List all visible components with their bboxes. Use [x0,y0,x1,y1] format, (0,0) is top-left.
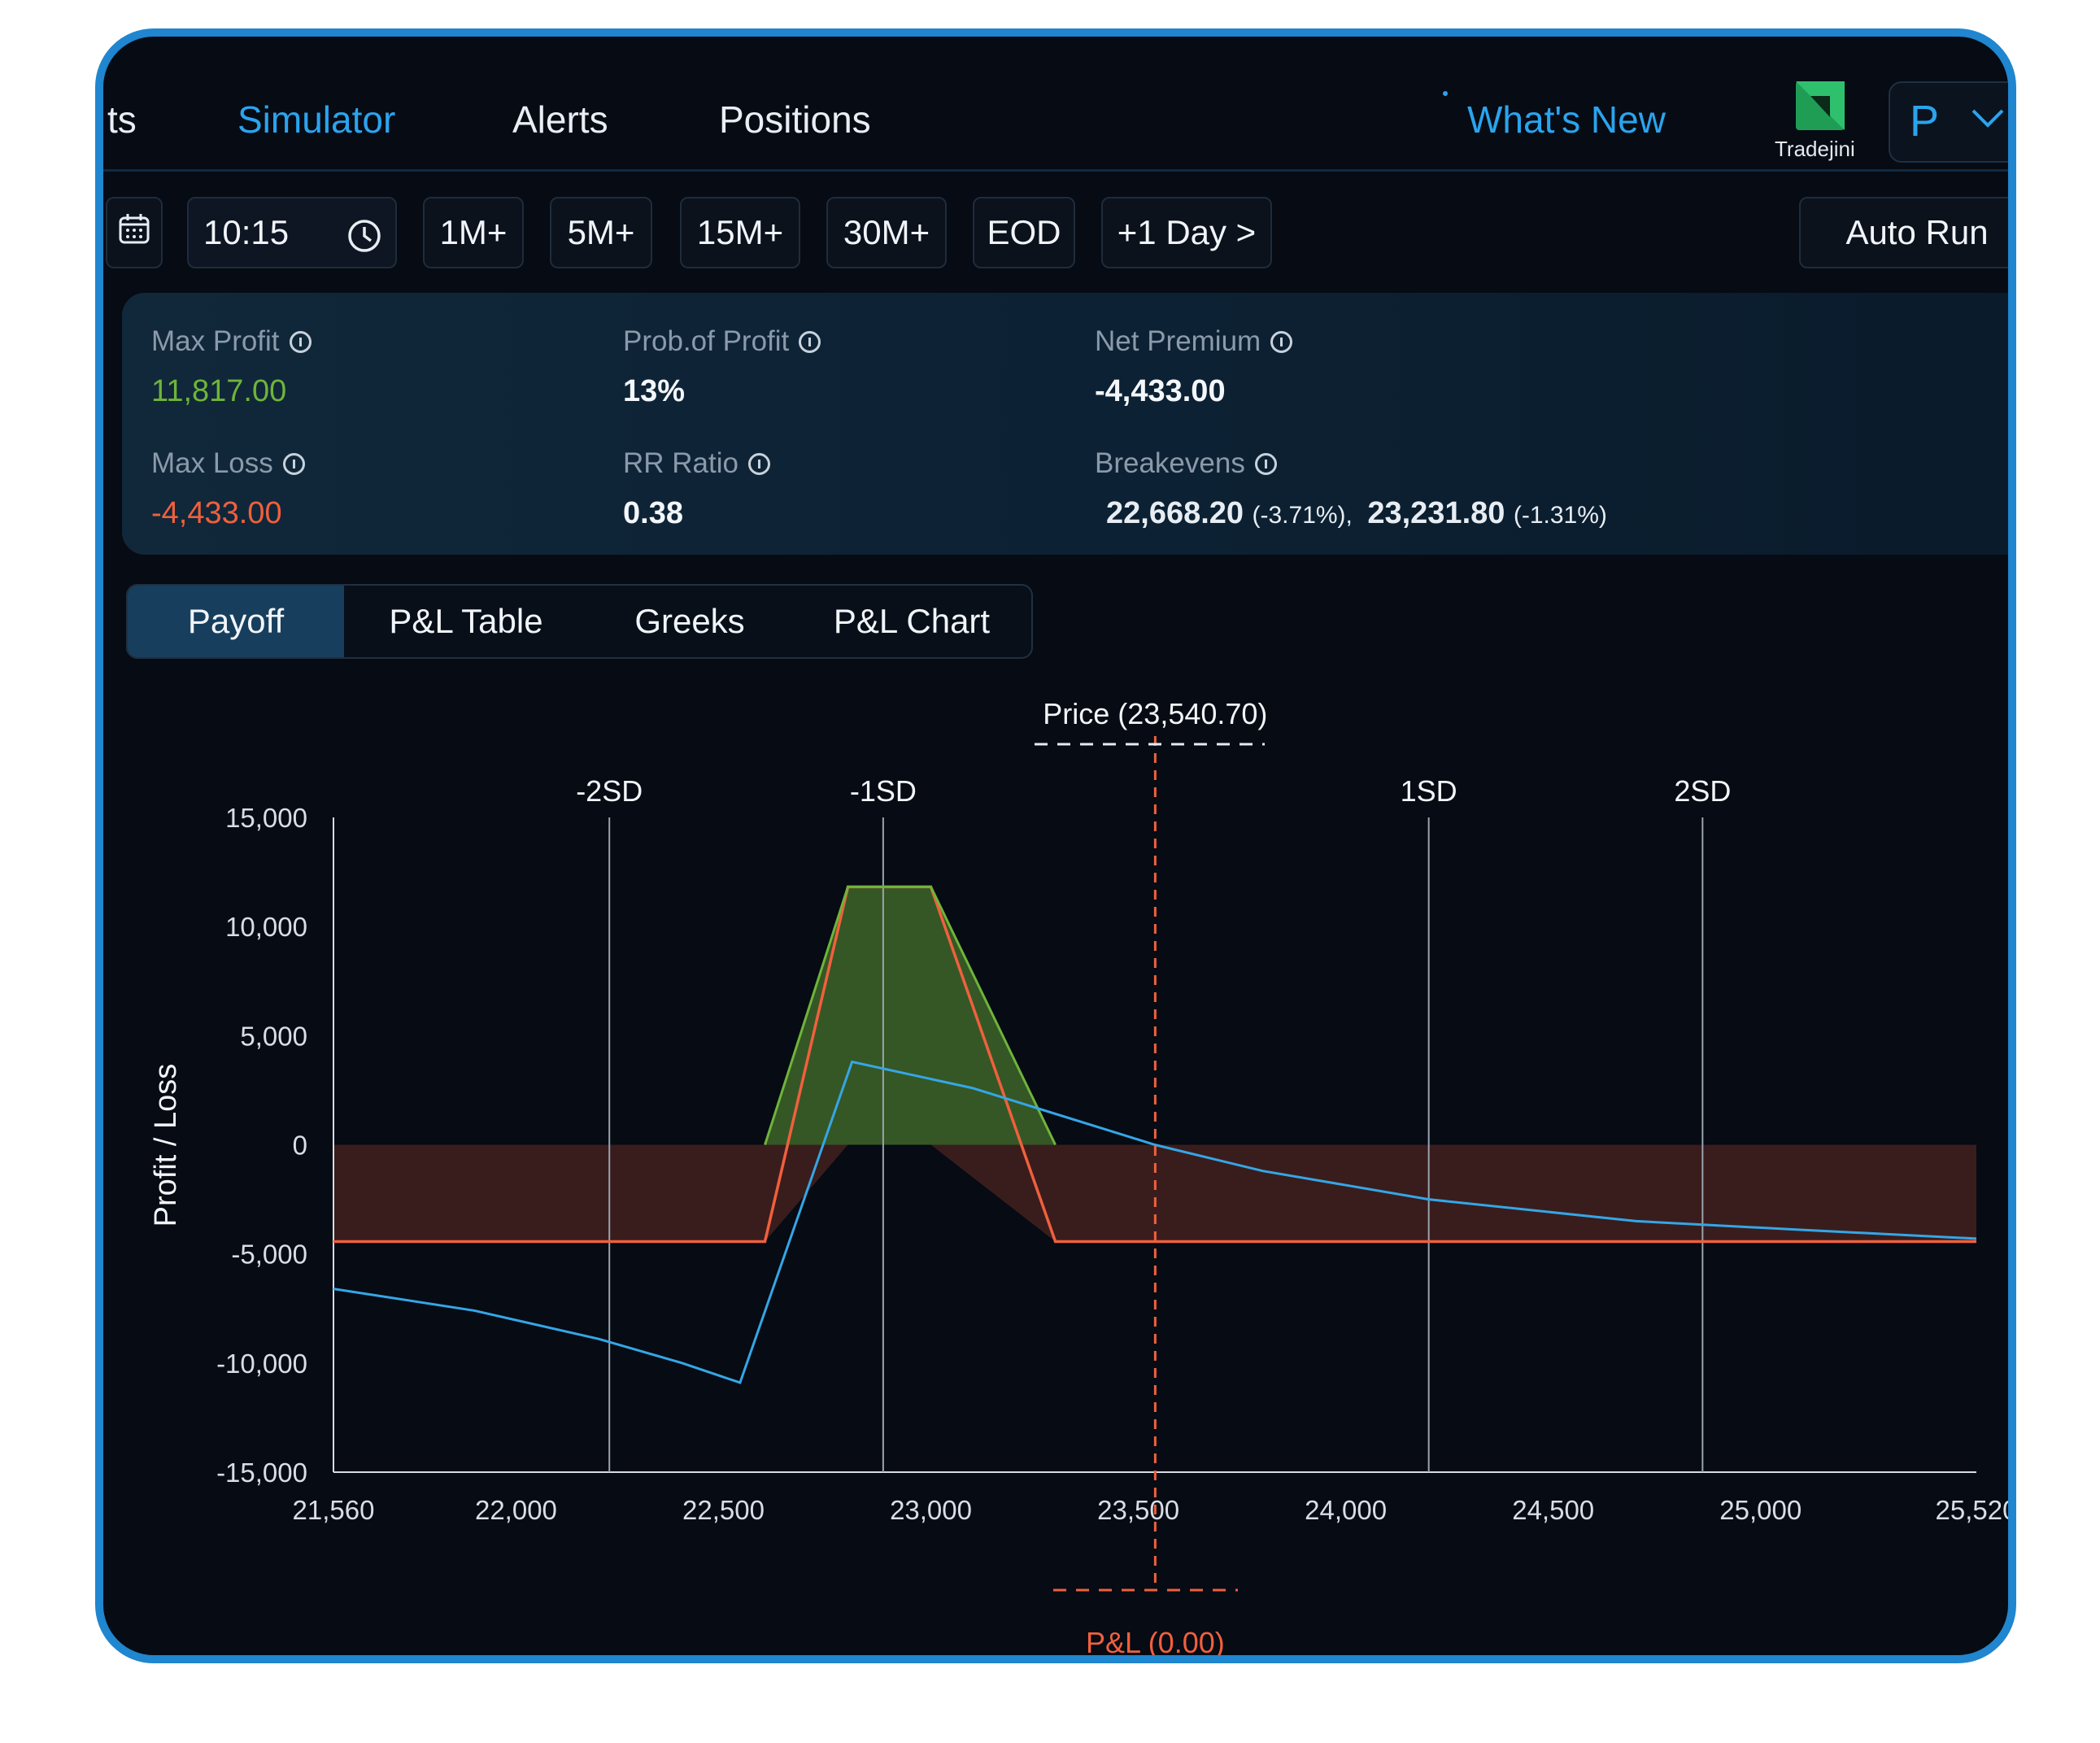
notification-dot [1443,91,1448,96]
tab-simulator[interactable]: Simulator [237,98,396,141]
tab-payoff[interactable]: Payoff [128,586,344,657]
expiry-profit-segment [764,885,1057,1146]
tab-alerts[interactable]: Alerts [512,98,608,141]
time-value: 10:15 [203,213,290,251]
x-tick-label: 25,000 [1719,1495,1802,1525]
plus-15m-button[interactable]: 15M+ [680,197,800,268]
price-marker-label: Price (23,540.70) [1043,697,1267,730]
whats-new-link[interactable]: What's New [1467,98,1666,141]
rr-ratio-label-text: RR Ratio [623,447,738,479]
view-tab-group: Payoff P&L Table Greeks P&L Chart [126,584,1033,659]
y-tick-label: 10,000 [225,912,307,942]
y-tick-label: -5,000 [231,1240,307,1270]
rr-ratio-label: RR Ratio [623,447,770,480]
eod-button[interactable]: EOD [973,197,1075,268]
broker-label: Tradejini [1775,137,1855,161]
nav-divider [103,169,2008,172]
x-tick-label: 24,500 [1512,1495,1594,1525]
chevron-down-icon [1970,106,2006,134]
time-input[interactable]: 10:15 [187,197,397,268]
y-tick-label: 15,000 [225,803,307,833]
clock-icon [346,218,382,262]
profile-initial: P [1910,97,1940,146]
x-tick-label: 25,520 [1936,1495,2016,1525]
breakevens-label: Breakevens [1095,447,1277,480]
net-premium-label: Net Premium [1095,325,1293,358]
calendar-icon [118,212,150,253]
info-icon[interactable] [747,452,770,475]
sd-label: -1SD [850,774,917,808]
sd-label: 2SD [1674,774,1731,808]
strategy-stats-card [122,293,2008,555]
tab-pnl-chart[interactable]: P&L Chart [833,602,991,640]
tab-pnl-table[interactable]: P&L Table [389,602,543,640]
breakevens-label-text: Breakevens [1095,447,1245,479]
info-icon[interactable] [799,330,821,353]
x-tick-label: 23,000 [890,1495,972,1525]
profile-menu[interactable]: P [1889,81,2008,163]
prob-profit-label: Prob.of Profit [623,325,821,358]
plus-5m-button[interactable]: 5M+ [550,197,652,268]
breakeven-2-value: 23,231.80 [1367,496,1505,530]
max-profit-value: 11,817.00 [151,374,287,408]
sd-label: -2SD [576,774,643,808]
x-tick-label: 21,560 [293,1495,375,1525]
breakeven-2-pct: (-1.31%) [1513,502,1607,529]
info-icon[interactable] [1270,330,1293,353]
auto-run-button[interactable]: Auto Run [1799,197,2008,268]
tab-greeks[interactable]: Greeks [634,602,745,640]
max-loss-value: -4,433.00 [151,496,282,530]
x-tick-label: 22,000 [475,1495,557,1525]
info-icon[interactable] [1254,452,1277,475]
calendar-button[interactable] [106,197,163,268]
prob-profit-value: 13% [623,374,686,408]
info-icon[interactable] [282,452,305,475]
breakeven-1-pct: (-3.71%), [1252,502,1353,529]
net-premium-value: -4,433.00 [1095,374,1226,408]
payoff-chart: -2SD -1SD 1SD 2SD 15,000 10,000 5,000 0 -5,000 -1… [149,697,2016,1659]
max-profit-label: Max Profit [151,325,312,358]
y-tick-label: -10,000 [216,1349,307,1379]
max-profit-label-text: Max Profit [151,325,280,357]
plus-30m-button[interactable]: 30M+ [826,197,947,268]
tradejini-logo-icon [1796,81,1845,130]
sd-label: 1SD [1401,774,1457,808]
x-tick-label: 24,000 [1305,1495,1387,1525]
info-icon[interactable] [289,330,312,353]
x-tick-label: 23,500 [1097,1495,1179,1525]
tab-ts[interactable]: ts [107,98,137,141]
net-premium-label-text: Net Premium [1095,325,1261,357]
max-loss-label-text: Max Loss [151,447,273,479]
y-tick-label: -15,000 [216,1458,307,1488]
tab-positions[interactable]: Positions [719,98,871,141]
app-window: ts Simulator Alerts Positions What's New… [95,28,2016,1663]
y-axis-title: Profit / Loss [149,1064,183,1227]
prob-profit-label-text: Prob.of Profit [623,325,790,357]
rr-ratio-value: 0.38 [623,496,683,530]
breakevens-values: 22,668.20 (-3.71%), 23,231.80 (-1.31%) [1106,496,1607,531]
loss-area [333,1144,1976,1242]
target-payoff-line [333,1060,1977,1384]
pnl-marker-label: P&L (0.00) [1086,1626,1225,1659]
breakeven-1-value: 22,668.20 [1106,496,1244,530]
max-loss-label: Max Loss [151,447,305,480]
plus-1m-button[interactable]: 1M+ [423,197,524,268]
y-tick-label: 5,000 [240,1021,307,1051]
plus-1-day-button[interactable]: +1 Day > [1101,197,1272,268]
x-tick-label: 22,500 [682,1495,765,1525]
y-tick-label: 0 [293,1131,307,1161]
